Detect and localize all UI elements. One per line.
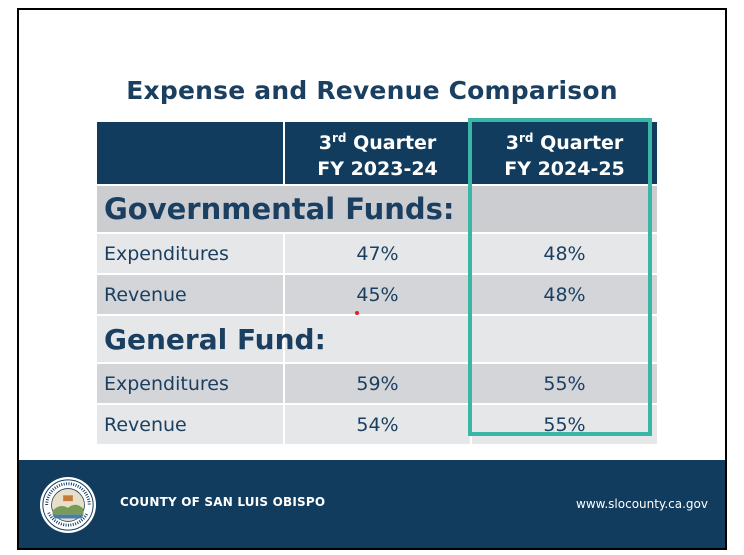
footer: COUNTY OF SAN LUIS OBISPO www.slocounty.… bbox=[19, 460, 725, 548]
value-fy2023: 47% bbox=[283, 232, 470, 273]
table-header-row: 3rd Quarter FY 2023-24 3rd Quarter FY 20… bbox=[97, 122, 657, 184]
table-row: Expenditures 59% 55% bbox=[97, 362, 657, 403]
header-ordinal: 3 bbox=[505, 131, 519, 154]
header-quarter: Quarter bbox=[540, 131, 624, 154]
value-fy2024: 48% bbox=[470, 232, 657, 273]
table-row: Expenditures 47% 48% bbox=[97, 232, 657, 273]
section-row: General Fund: bbox=[97, 314, 657, 362]
slide: Expense and Revenue Comparison 3rd Quart… bbox=[17, 8, 727, 550]
section-label: Governmental Funds: bbox=[97, 184, 470, 232]
header-fy: FY 2023-24 bbox=[317, 157, 438, 180]
slide-title: Expense and Revenue Comparison bbox=[126, 76, 618, 105]
county-website-link[interactable]: www.slocounty.ca.gov bbox=[576, 497, 708, 511]
value-fy2023: 45% bbox=[283, 273, 470, 314]
pointer-dot bbox=[355, 311, 359, 315]
row-label: Expenditures bbox=[97, 362, 283, 403]
county-name: COUNTY OF SAN LUIS OBISPO bbox=[120, 495, 326, 509]
value-fy2024: 55% bbox=[470, 403, 657, 444]
row-label: Expenditures bbox=[97, 232, 283, 273]
table-row: Revenue 45% 48% bbox=[97, 273, 657, 314]
county-seal-icon bbox=[39, 476, 97, 534]
header-ordinal-suffix: rd bbox=[331, 130, 347, 145]
section-empty-cell bbox=[470, 184, 657, 232]
section-empty-cell bbox=[470, 314, 657, 362]
header-fy: FY 2024-25 bbox=[504, 157, 625, 180]
value-fy2024: 48% bbox=[470, 273, 657, 314]
comparison-table: 3rd Quarter FY 2023-24 3rd Quarter FY 20… bbox=[97, 122, 657, 444]
value-fy2023: 59% bbox=[283, 362, 470, 403]
section-empty-cell bbox=[283, 314, 470, 362]
row-label: Revenue bbox=[97, 273, 283, 314]
header-empty bbox=[97, 122, 283, 184]
header-fy2024: 3rd Quarter FY 2024-25 bbox=[470, 122, 657, 184]
section-row: Governmental Funds: bbox=[97, 184, 657, 232]
header-ordinal-suffix: rd bbox=[518, 130, 534, 145]
header-quarter: Quarter bbox=[353, 131, 437, 154]
value-fy2023: 54% bbox=[283, 403, 470, 444]
header-fy2023: 3rd Quarter FY 2023-24 bbox=[283, 122, 470, 184]
section-label: General Fund: bbox=[97, 314, 326, 362]
table-row: Revenue 54% 55% bbox=[97, 403, 657, 444]
header-ordinal: 3 bbox=[318, 131, 332, 154]
row-label: Revenue bbox=[97, 403, 283, 444]
value-fy2024: 55% bbox=[470, 362, 657, 403]
